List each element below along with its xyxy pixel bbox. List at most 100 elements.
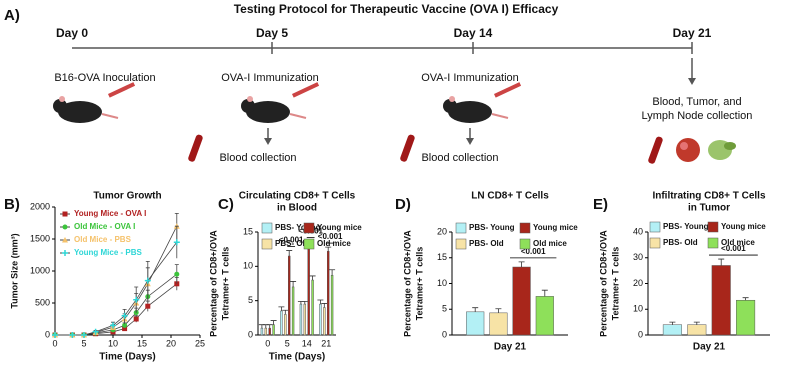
legend-swatch — [707, 221, 719, 233]
bar — [303, 303, 307, 336]
legend-label: PBS- Old — [663, 238, 698, 247]
x-tick-label: 20 — [166, 338, 176, 348]
annotation: <0.001 — [318, 232, 343, 241]
error-bar — [329, 269, 336, 276]
y-tick-label: 10 — [243, 261, 253, 271]
point — [52, 332, 58, 338]
bar — [711, 265, 731, 336]
arrow-head — [466, 138, 474, 145]
bar — [512, 266, 531, 336]
legend-label: PBS- Young — [275, 223, 321, 232]
bar — [535, 296, 554, 336]
y-tick-label: 15 — [243, 226, 253, 236]
error-bar — [669, 321, 676, 325]
x-tick-label: 5 — [81, 338, 86, 348]
legend-label: Young Mice - PBS — [74, 248, 143, 257]
x-tick-label: 5 — [285, 338, 290, 348]
panel-label: A) — [4, 7, 20, 24]
bar — [299, 303, 303, 336]
panel-label: B) — [4, 196, 20, 213]
legend-label: PBS- Young — [663, 222, 709, 231]
bar — [307, 246, 310, 336]
legend-swatch — [519, 238, 531, 250]
legend-label: Old mice — [721, 238, 755, 247]
x-tick-label: 10 — [108, 338, 118, 348]
point — [110, 322, 116, 329]
error-bar — [266, 324, 273, 329]
y-axis-label: Percentage of CD8+/OVA — [598, 230, 608, 337]
day-label: Day 14 — [454, 26, 493, 40]
legend-swatch — [707, 237, 719, 249]
x-tick-label: Day 21 — [494, 342, 527, 353]
bar — [311, 279, 314, 336]
x-tick-label: 0 — [52, 338, 57, 348]
y-tick-label: 1500 — [30, 233, 50, 243]
legend-marker — [62, 224, 68, 230]
point — [122, 322, 128, 328]
error-bar — [495, 308, 502, 313]
y-tick-label: 500 — [35, 297, 50, 307]
chart-title: Tumor Growth — [93, 191, 161, 202]
error-bar — [718, 258, 725, 266]
bar — [288, 255, 291, 336]
legend-marker — [62, 250, 68, 256]
y-tick-label: 5 — [248, 295, 253, 305]
bar — [330, 275, 334, 336]
error-bar — [301, 300, 308, 305]
point — [174, 271, 180, 277]
bar — [291, 286, 295, 336]
y-axis-label: Percentage of CD8+/OVA — [208, 230, 218, 337]
tube-icon — [188, 134, 203, 162]
legend-marker — [62, 237, 68, 243]
error-bar — [518, 261, 525, 268]
error-bar — [297, 300, 304, 305]
legend-swatch — [455, 222, 467, 234]
panel-label: C) — [218, 196, 234, 213]
arrow-head — [688, 78, 696, 85]
annotation: <0.001 — [279, 236, 304, 245]
legend-label: Young Mice - OVA I — [74, 209, 146, 218]
day-label: Day 5 — [256, 26, 288, 40]
error-bar — [270, 320, 277, 325]
legend-label: PBS- Old — [469, 239, 504, 248]
error-bar — [290, 281, 297, 287]
mouse-icon — [53, 82, 136, 123]
point — [133, 296, 140, 303]
event-label: OVA-I Immunization — [421, 72, 519, 84]
error-bar — [541, 289, 548, 297]
error-bar — [309, 275, 316, 281]
error-bar — [317, 299, 324, 305]
point — [145, 303, 151, 309]
y-tick-label: 0 — [638, 329, 643, 339]
y-tick-label: 0 — [45, 329, 50, 339]
error-bar — [693, 321, 700, 325]
y-tick-label: 20 — [437, 226, 447, 236]
error-bar — [472, 307, 479, 312]
y-tick-label: 30 — [633, 252, 643, 262]
event-label: OVA-I Immunization — [221, 72, 319, 84]
y-tick-label: 40 — [633, 226, 643, 236]
y-tick-label: 2000 — [30, 201, 50, 211]
error-bar — [278, 306, 285, 311]
error-bar — [282, 309, 289, 315]
point — [122, 326, 128, 332]
legend-label: Young mice — [317, 223, 362, 232]
y-axis-label: Tetramer+ T cells — [414, 247, 424, 321]
timeline-panel: A) Testing Protocol for Therapeutic Vacc… — [4, 2, 752, 164]
y-tick-label: 5 — [442, 304, 447, 314]
error-bar — [286, 250, 293, 257]
y-tick-label: 0 — [248, 329, 253, 339]
panel-label: E) — [593, 196, 608, 213]
timeline-title: Testing Protocol for Therapeutic Vaccine… — [234, 2, 559, 16]
chart-title: Infiltrating CD8+ T Cells — [652, 191, 766, 202]
y-tick-label: 0 — [442, 329, 447, 339]
day-label: Day 21 — [673, 26, 712, 40]
legend-label: Old mice — [533, 239, 567, 248]
legend-swatch — [455, 238, 467, 250]
bar — [280, 310, 283, 336]
y-axis-label: Tetramer+ T cells — [610, 247, 620, 321]
tube-icon — [400, 134, 415, 162]
point — [121, 312, 128, 319]
error-bar — [325, 246, 332, 252]
mouse-icon — [241, 82, 320, 123]
